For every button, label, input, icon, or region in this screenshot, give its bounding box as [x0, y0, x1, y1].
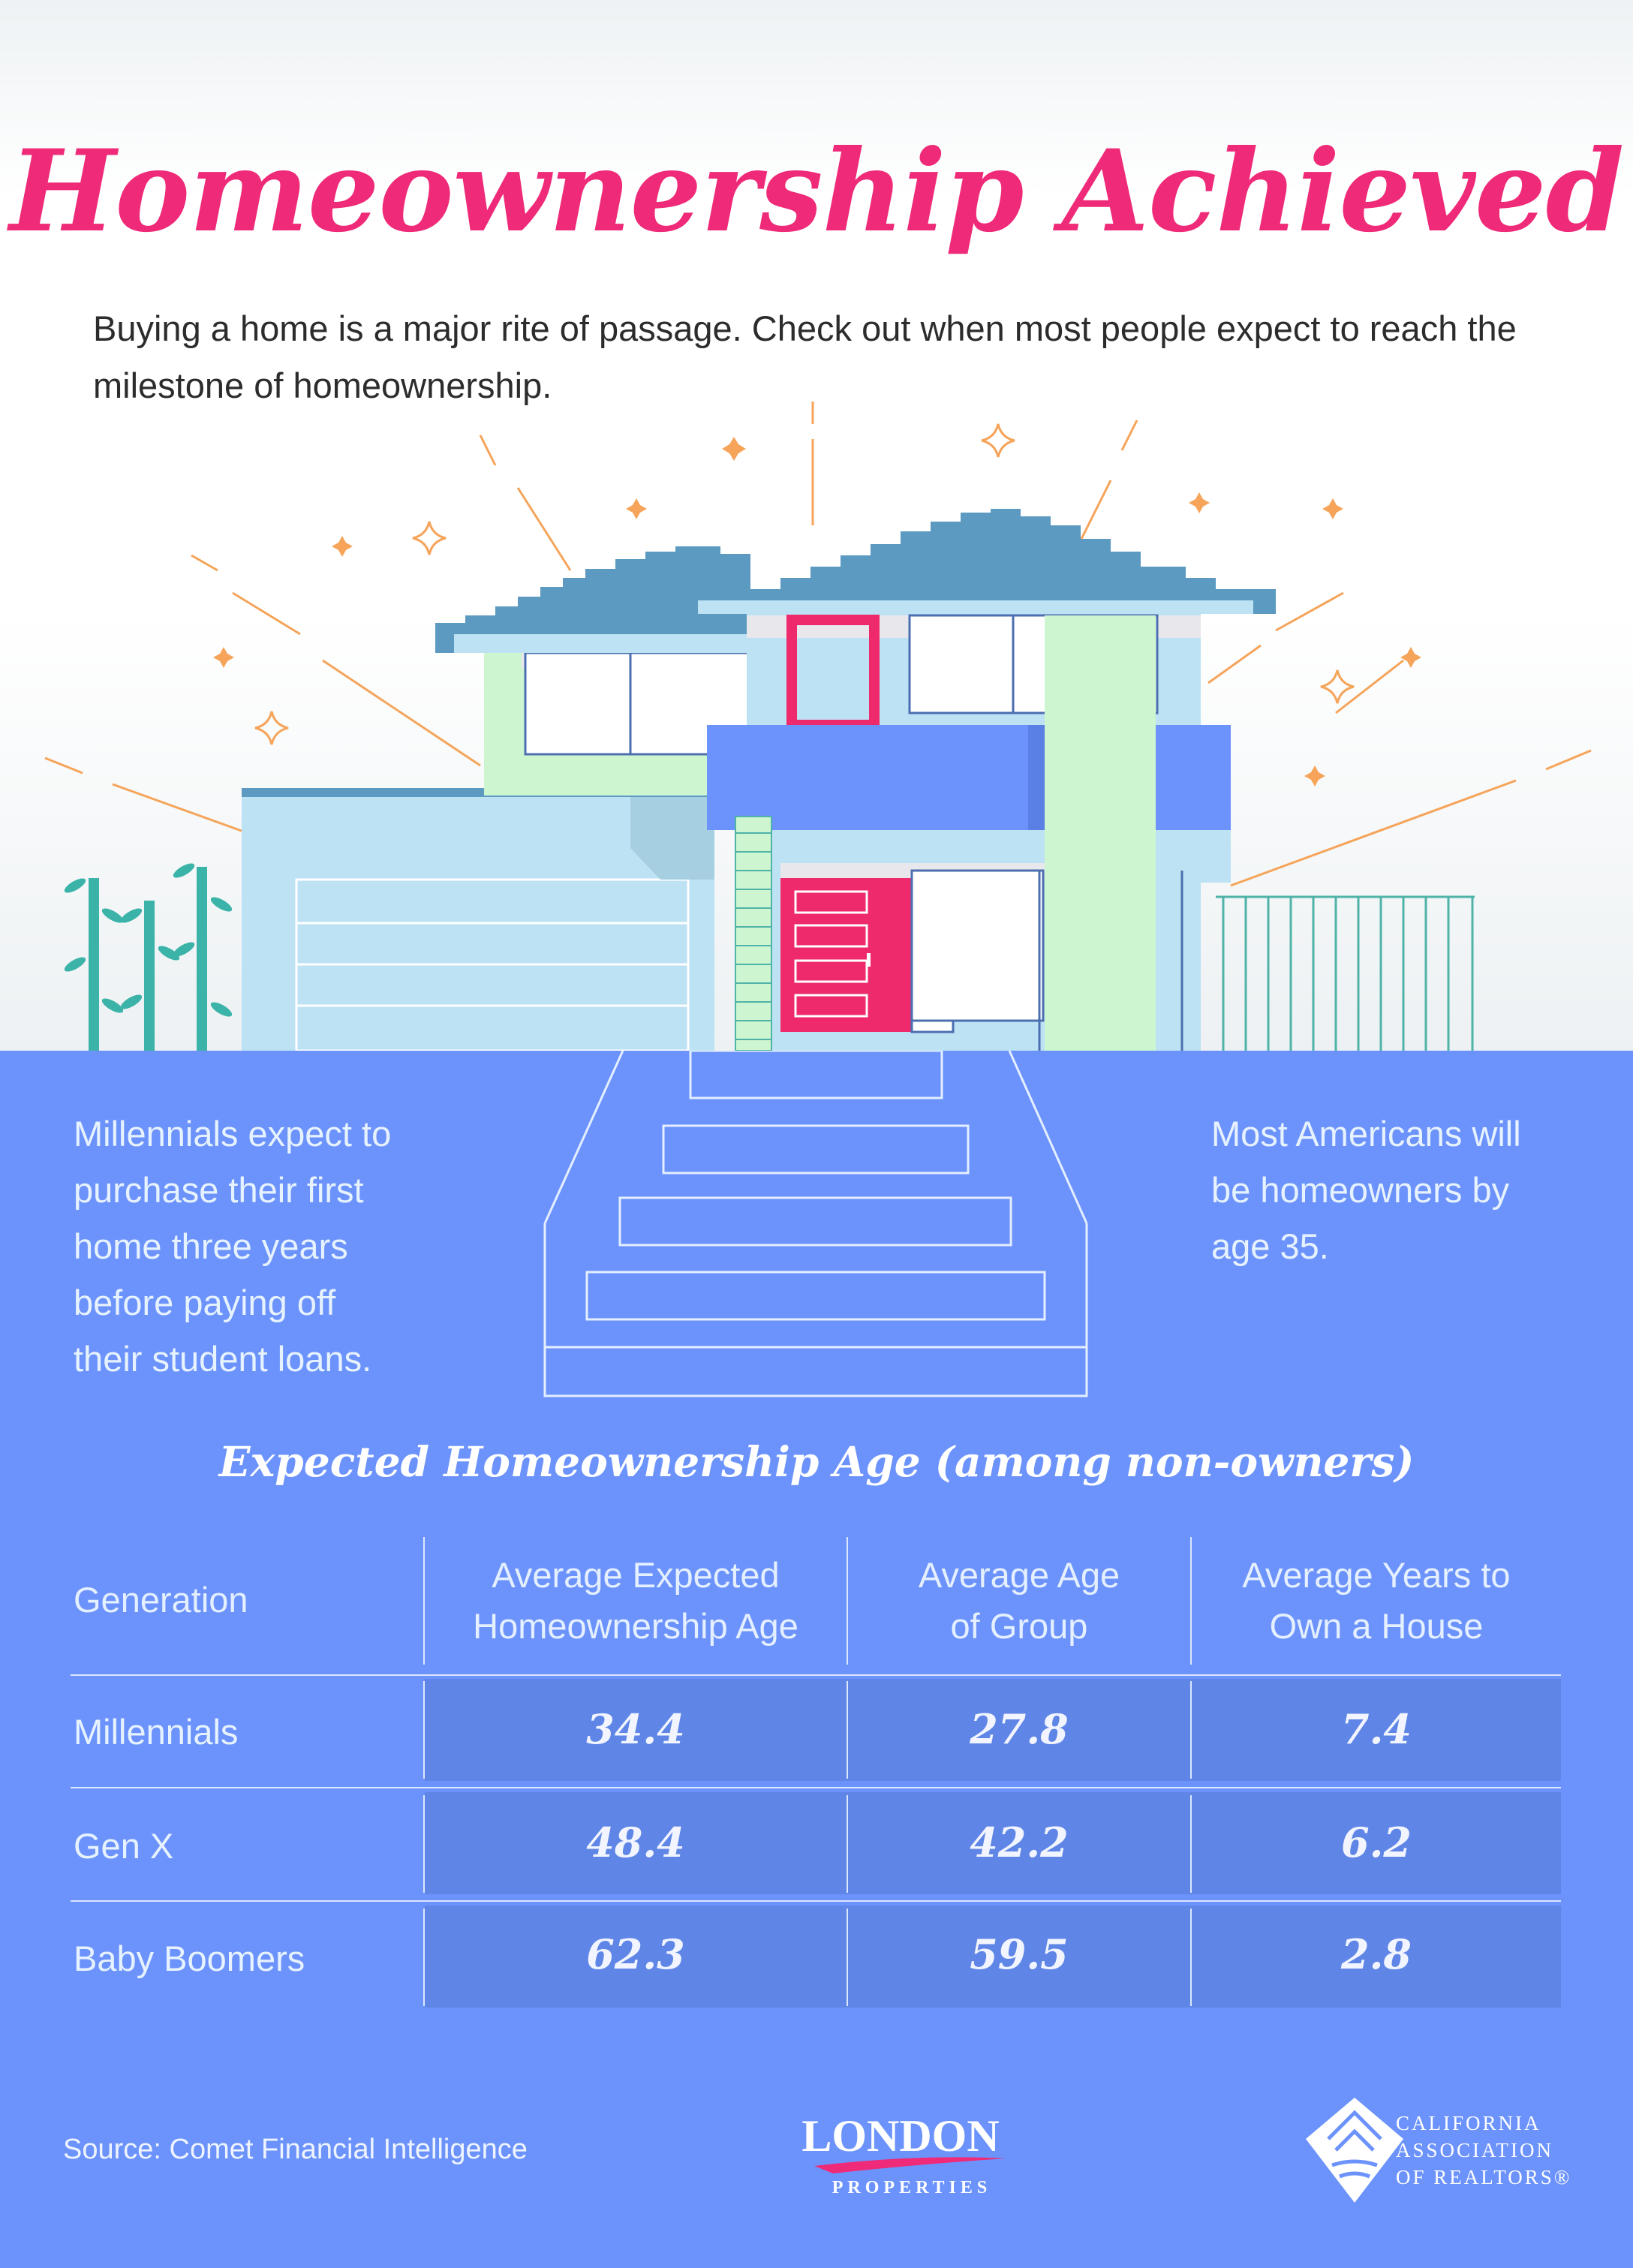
- column-divider: [1190, 1681, 1192, 1779]
- right-callout-line: be homeowners by: [1211, 1170, 1510, 1210]
- row-label-millennials: Millennials: [74, 1712, 239, 1752]
- left-callout-line: home three years: [74, 1226, 348, 1266]
- cell-years-to-own: 7.4: [1341, 1705, 1412, 1753]
- fence: [1216, 895, 1475, 1051]
- header-line: of Group: [950, 1606, 1088, 1646]
- row-shade: [425, 1906, 1561, 2008]
- outline-sparkles: [254, 423, 1355, 745]
- london-logo-sub: PROPERTIES: [832, 2178, 992, 2197]
- header-line: Generation: [74, 1580, 248, 1620]
- header-line: Average Age: [918, 1555, 1120, 1595]
- car-logo-line: OF REALTORS®: [1396, 2166, 1571, 2188]
- column-divider: [847, 1909, 848, 2006]
- intro-text: Buying a home is a major rite of passage…: [93, 308, 1517, 405]
- column-divider: [423, 1909, 425, 2006]
- row-label-gen-x: Gen X: [74, 1826, 174, 1866]
- column-divider: [1190, 1909, 1192, 2006]
- column-divider: [1190, 1795, 1192, 1893]
- london-properties-logo: LONDON PROPERTIES: [801, 2111, 1006, 2197]
- car-logo-line: CALIFORNIA: [1396, 2112, 1541, 2134]
- row-label-baby-boomers: Baby Boomers: [74, 1939, 305, 1978]
- column-divider: [423, 1681, 425, 1779]
- cell-expected-age: 34.4: [586, 1705, 685, 1753]
- column-divider: [1190, 1537, 1192, 1665]
- car-logo-icon: [1306, 2098, 1403, 2203]
- cell-expected-age: 62.3: [586, 1930, 685, 1978]
- row-divider: [71, 1674, 1561, 1676]
- left-callout: Millennials expect to purchase their fir…: [74, 1105, 391, 1387]
- column-divider: [847, 1795, 848, 1893]
- car-logo-line: ASSOCIATION: [1396, 2139, 1553, 2161]
- garage: [242, 788, 714, 1051]
- column-divider: [423, 1537, 425, 1665]
- cell-group-age: 27.8: [970, 1705, 1069, 1753]
- header-generation: Generation: [74, 1575, 248, 1626]
- left-callout-line: before paying off: [74, 1283, 336, 1322]
- sparkle-icon: [213, 437, 1421, 787]
- header-line: Average Expected: [492, 1555, 780, 1595]
- left-callout-line: Millennials expect to: [74, 1114, 392, 1154]
- blue-panel: [0, 1051, 1633, 2268]
- front-door: [780, 871, 912, 1032]
- right-callout: Most Americans will be homeowners by age…: [1211, 1105, 1521, 1274]
- header-years-to-own: Average Years to Own a House: [1192, 1550, 1561, 1652]
- cell-group-age: 42.2: [970, 1818, 1069, 1866]
- header-line: Average Years to: [1242, 1555, 1511, 1595]
- cell-years-to-own: 6.2: [1341, 1818, 1412, 1866]
- page-title: Homeownership Achieved: [9, 125, 1625, 257]
- right-callout-line: Most Americans will: [1211, 1114, 1521, 1154]
- london-logo-name: LONDON: [801, 2111, 999, 2161]
- stairs-illustration: [543, 1051, 1088, 1397]
- left-callout-line: purchase their first: [74, 1170, 364, 1210]
- sunburst-rays: [44, 402, 1592, 887]
- bamboo-icon: [64, 863, 233, 1051]
- cell-years-to-own: 2.8: [1341, 1930, 1412, 1978]
- source-note: Source: Comet Financial Intelligence: [63, 2134, 528, 2165]
- cell-expected-age: 48.4: [586, 1818, 685, 1866]
- left-callout-line: their student loans.: [74, 1339, 372, 1379]
- row-divider: [71, 1787, 1561, 1788]
- header-line: Own a House: [1269, 1606, 1484, 1646]
- main-house: [698, 509, 1276, 1051]
- row-divider: [71, 1900, 1561, 1902]
- header-group-age: Average Age of Group: [848, 1550, 1190, 1652]
- row-shade: [425, 1679, 1561, 1781]
- right-callout-line: age 35.: [1211, 1226, 1329, 1266]
- column-divider: [423, 1795, 425, 1893]
- house-illustration: [44, 402, 1592, 1051]
- table-title: Expected Homeownership Age (among non-ow…: [218, 1437, 1415, 1486]
- row-shade: [425, 1792, 1561, 1894]
- car-logo: CALIFORNIA ASSOCIATION OF REALTORS®: [1306, 2098, 1571, 2203]
- column-divider: [847, 1681, 848, 1779]
- header-expected-age: Average Expected Homeownership Age: [425, 1550, 847, 1652]
- upper-left-wing: [435, 546, 762, 796]
- cell-group-age: 59.5: [970, 1930, 1069, 1978]
- header-line: Homeownership Age: [473, 1606, 798, 1646]
- column-divider: [847, 1537, 848, 1665]
